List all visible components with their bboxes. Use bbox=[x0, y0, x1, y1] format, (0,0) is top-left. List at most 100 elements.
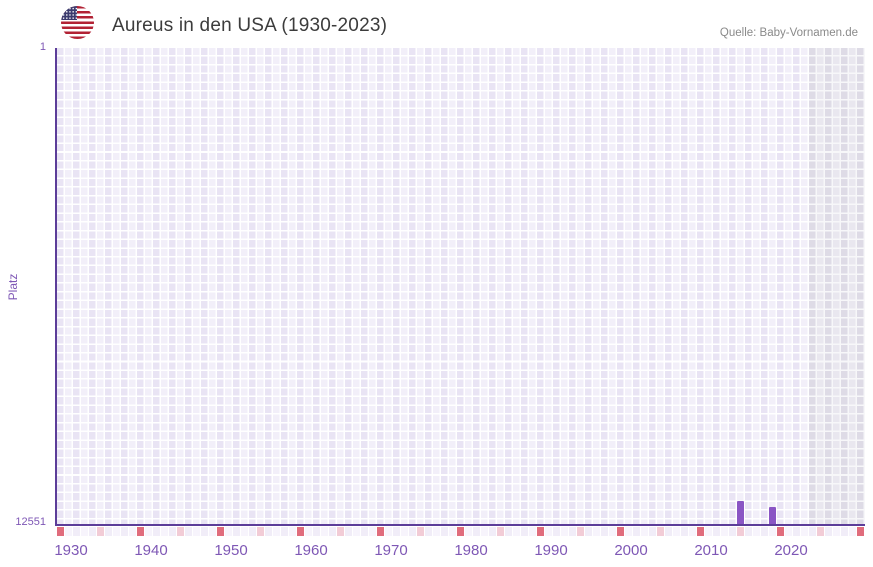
strip-cell-1992 bbox=[561, 527, 568, 536]
strip-cell-1929 bbox=[57, 527, 64, 536]
strip-cell-1978 bbox=[449, 527, 456, 536]
strip-cell-1977 bbox=[441, 527, 448, 536]
strip-cell-1957 bbox=[281, 527, 288, 536]
y-axis-title: Platz bbox=[6, 273, 20, 301]
strip-cell-2006 bbox=[673, 527, 680, 536]
strip-cell-1990 bbox=[545, 527, 552, 536]
x-tick-1960: 1960 bbox=[294, 542, 328, 559]
strip-cell-1945 bbox=[185, 527, 192, 536]
strip-cell-1944 bbox=[177, 527, 184, 536]
strip-cell-1968 bbox=[369, 527, 376, 536]
page-title: Aureus in den USA (1930-2023) bbox=[112, 15, 388, 36]
strip-cell-1989 bbox=[537, 527, 544, 536]
flag-canton bbox=[61, 6, 77, 20]
strip-cell-1941 bbox=[153, 527, 160, 536]
strip-cell-1973 bbox=[409, 527, 416, 536]
strip-cell-1984 bbox=[497, 527, 504, 536]
x-tick-1940: 1940 bbox=[134, 542, 168, 559]
strip-cell-2007 bbox=[681, 527, 688, 536]
strip-cell-2003 bbox=[649, 527, 656, 536]
strip-cell-1981 bbox=[473, 527, 480, 536]
strip-cell-1958 bbox=[289, 527, 296, 536]
source-attribution: Quelle: Baby-Vornamen.de bbox=[719, 27, 858, 39]
x-tick-1950: 1950 bbox=[214, 542, 248, 559]
strip-cell-2022 bbox=[801, 527, 808, 536]
strip-cell-1948 bbox=[209, 527, 216, 536]
strip-cell-1994 bbox=[577, 527, 584, 536]
strip-cell-1936 bbox=[113, 527, 120, 536]
chart-plot-area bbox=[57, 48, 865, 524]
strip-cell-2029 bbox=[857, 527, 864, 536]
x-tick-1930: 1930 bbox=[54, 542, 88, 559]
y-axis-line bbox=[55, 48, 57, 526]
strip-cell-1976 bbox=[433, 527, 440, 536]
strip-cell-2012 bbox=[721, 527, 728, 536]
strip-cell-2021 bbox=[793, 527, 800, 536]
strip-cell-2018 bbox=[769, 527, 776, 536]
x-tick-1970: 1970 bbox=[374, 542, 408, 559]
y-axis-bottom-label: 12551 bbox=[15, 516, 46, 528]
strip-cell-1932 bbox=[81, 527, 88, 536]
strip-cell-1956 bbox=[273, 527, 280, 536]
strip-cell-2026 bbox=[833, 527, 840, 536]
strip-cell-2028 bbox=[849, 527, 856, 536]
strip-cell-1938 bbox=[129, 527, 136, 536]
strip-cell-2000 bbox=[625, 527, 632, 536]
y-axis-top-label: 1 bbox=[39, 41, 46, 53]
strip-cell-1975 bbox=[425, 527, 432, 536]
strip-cell-1959 bbox=[297, 527, 304, 536]
strip-cell-1997 bbox=[601, 527, 608, 536]
strip-cell-2011 bbox=[713, 527, 720, 536]
strip-cell-1971 bbox=[393, 527, 400, 536]
strip-cell-1949 bbox=[217, 527, 224, 536]
strip-cell-1991 bbox=[553, 527, 560, 536]
strip-cell-1995 bbox=[585, 527, 592, 536]
strip-cell-1961 bbox=[313, 527, 320, 536]
strip-cell-2019 bbox=[777, 527, 784, 536]
strip-cell-1987 bbox=[521, 527, 528, 536]
x-tick-2010: 2010 bbox=[694, 542, 728, 559]
strip-cell-1951 bbox=[233, 527, 240, 536]
strip-cell-1960 bbox=[305, 527, 312, 536]
strip-cell-1940 bbox=[145, 527, 152, 536]
strip-cell-1943 bbox=[169, 527, 176, 536]
strip-cell-1993 bbox=[569, 527, 576, 536]
strip-cell-2016 bbox=[753, 527, 760, 536]
rank-bar-2018[interactable] bbox=[769, 507, 776, 524]
strip-cell-1969 bbox=[377, 527, 384, 536]
strip-cell-1947 bbox=[201, 527, 208, 536]
strip-cell-1998 bbox=[609, 527, 616, 536]
strip-cell-2002 bbox=[641, 527, 648, 536]
strip-cell-1963 bbox=[329, 527, 336, 536]
strip-cell-1946 bbox=[193, 527, 200, 536]
strip-cell-1966 bbox=[353, 527, 360, 536]
strip-cell-2010 bbox=[705, 527, 712, 536]
strip-cell-2020 bbox=[785, 527, 792, 536]
strip-cell-2023 bbox=[809, 527, 816, 536]
x-axis-line bbox=[55, 524, 865, 526]
strip-cell-2013 bbox=[729, 527, 736, 536]
rank-bar-2014[interactable] bbox=[737, 501, 744, 524]
strip-cell-1972 bbox=[401, 527, 408, 536]
strip-cell-1931 bbox=[73, 527, 80, 536]
strip-cell-2015 bbox=[745, 527, 752, 536]
x-tick-2000: 2000 bbox=[614, 542, 648, 559]
strip-cell-1953 bbox=[249, 527, 256, 536]
strip-cell-2005 bbox=[665, 527, 672, 536]
strip-cell-1935 bbox=[105, 527, 112, 536]
strip-cell-2009 bbox=[697, 527, 704, 536]
x-tick-1990: 1990 bbox=[534, 542, 568, 559]
strip-cell-1962 bbox=[321, 527, 328, 536]
strip-cell-1986 bbox=[513, 527, 520, 536]
strip-cell-2024 bbox=[817, 527, 824, 536]
strip-cell-1950 bbox=[225, 527, 232, 536]
strip-cell-1930 bbox=[65, 527, 72, 536]
strip-cell-1965 bbox=[345, 527, 352, 536]
strip-cell-1980 bbox=[465, 527, 472, 536]
strip-cell-1982 bbox=[481, 527, 488, 536]
strip-cell-2004 bbox=[657, 527, 664, 536]
strip-cell-1970 bbox=[385, 527, 392, 536]
strip-cell-1996 bbox=[593, 527, 600, 536]
strip-cell-1952 bbox=[241, 527, 248, 536]
